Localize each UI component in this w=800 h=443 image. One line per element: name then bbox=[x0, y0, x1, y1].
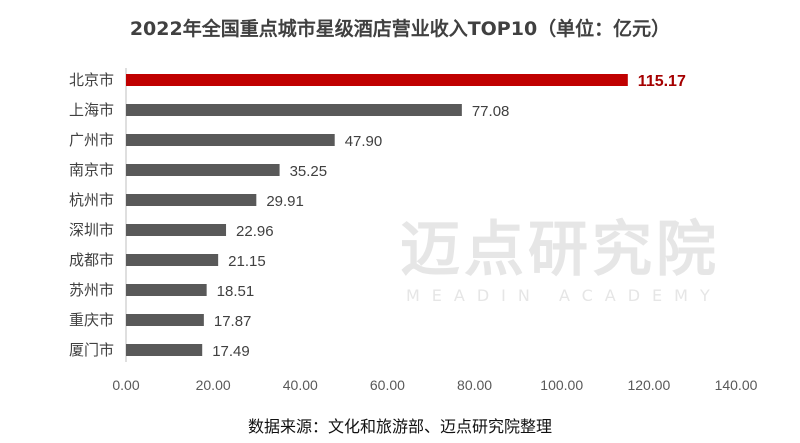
data-label: 22.96 bbox=[236, 223, 274, 240]
data-label: 17.49 bbox=[212, 343, 250, 360]
category-label: 北京市 bbox=[69, 71, 114, 89]
x-tick-label: 100.00 bbox=[540, 377, 583, 393]
x-tick-label: 80.00 bbox=[457, 377, 492, 393]
bar bbox=[126, 104, 462, 116]
bar bbox=[126, 254, 219, 266]
data-label: 115.17 bbox=[638, 73, 686, 90]
category-label: 上海市 bbox=[69, 101, 114, 119]
data-label: 18.51 bbox=[217, 283, 255, 300]
x-tick-label: 60.00 bbox=[370, 377, 405, 393]
data-label: 77.08 bbox=[472, 103, 510, 120]
watermark-cn: 迈点研究院 bbox=[400, 215, 720, 285]
chart-title: 2022年全国重点城市星级酒店营业收入TOP10（单位：亿元） bbox=[129, 18, 671, 40]
data-label: 21.15 bbox=[228, 253, 266, 270]
category-label: 苏州市 bbox=[69, 281, 114, 299]
data-label: 17.87 bbox=[214, 313, 252, 330]
bar bbox=[126, 134, 335, 146]
source-note: 数据来源：文化和旅游部、迈点研究院整理 bbox=[247, 417, 552, 436]
bar bbox=[126, 164, 280, 176]
bar bbox=[126, 284, 207, 296]
category-label: 深圳市 bbox=[69, 221, 114, 239]
category-label: 成都市 bbox=[69, 251, 114, 269]
data-label: 29.91 bbox=[266, 193, 304, 210]
x-tick-label: 120.00 bbox=[627, 377, 670, 393]
category-label: 厦门市 bbox=[69, 341, 114, 359]
data-label: 47.90 bbox=[345, 133, 383, 150]
bar bbox=[126, 314, 204, 326]
category-label: 广州市 bbox=[69, 131, 114, 149]
bar bbox=[126, 224, 227, 236]
x-tick-label: 40.00 bbox=[283, 377, 318, 393]
bar bbox=[126, 344, 203, 356]
category-label: 重庆市 bbox=[69, 311, 114, 329]
x-tick-label: 0.00 bbox=[112, 377, 139, 393]
bar bbox=[126, 194, 257, 206]
category-label: 杭州市 bbox=[69, 191, 114, 209]
watermark-logo: 迈点研究院 MEADIN ACADEMY bbox=[400, 215, 722, 307]
data-label: 35.25 bbox=[290, 163, 328, 180]
x-tick-label: 140.00 bbox=[715, 377, 758, 393]
category-label: 南京市 bbox=[69, 161, 114, 179]
watermark-en: MEADIN ACADEMY bbox=[406, 286, 722, 305]
bar bbox=[126, 74, 628, 86]
x-tick-label: 20.00 bbox=[196, 377, 231, 393]
